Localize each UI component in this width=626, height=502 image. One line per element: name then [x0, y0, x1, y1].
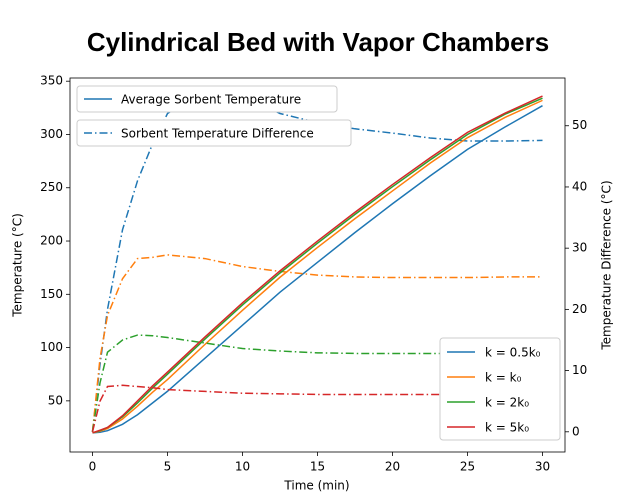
x-tick-label: 15 [310, 460, 325, 474]
legend-box [439, 337, 561, 441]
x-tick-label: 0 [89, 460, 97, 474]
temperature-line [92, 95, 543, 434]
temperature-line [92, 105, 543, 434]
legend-label: k = 5k₀ [485, 421, 529, 435]
y2-axis-label: Temperature Difference (°C) [600, 180, 614, 350]
y2-tick-label: 20 [572, 302, 587, 316]
y-tick-label: 300 [40, 127, 63, 141]
chart-title: Cylindrical Bed with Vapor Chambers [87, 27, 549, 57]
y-tick-label: 350 [40, 74, 63, 88]
y-tick-label: 100 [40, 340, 63, 354]
x-tick-label: 25 [460, 460, 475, 474]
x-tick-label: 20 [385, 460, 400, 474]
legend-box [76, 119, 352, 147]
x-tick-label: 5 [164, 460, 172, 474]
legend-label: k = k₀ [485, 371, 522, 385]
x-tick-label: 30 [535, 460, 550, 474]
y2-tick-label: 40 [572, 179, 587, 193]
difference-line [91, 254, 543, 432]
y-tick-label: 200 [40, 234, 63, 248]
y-axis-label: Temperature (°C) [11, 213, 25, 318]
difference-line [91, 88, 543, 432]
x-tick-label: 10 [235, 460, 250, 474]
legend-label: Average Sorbent Temperature [121, 93, 301, 107]
y-tick-label: 50 [48, 393, 63, 407]
y-tick-label: 250 [40, 180, 63, 194]
y2-tick-label: 10 [572, 363, 587, 377]
y-tick-label: 150 [40, 287, 63, 301]
temperature-line [92, 99, 543, 434]
legend-label: k = 0.5k₀ [485, 346, 541, 360]
y2-tick-label: 50 [572, 118, 587, 132]
legend-label: Sorbent Temperature Difference [121, 127, 314, 141]
x-axis-label: Time (min) [283, 479, 349, 493]
y2-tick-label: 0 [572, 424, 580, 438]
legend-label: k = 2k₀ [485, 396, 529, 410]
y2-tick-label: 30 [572, 241, 587, 255]
legend-box [76, 85, 338, 113]
